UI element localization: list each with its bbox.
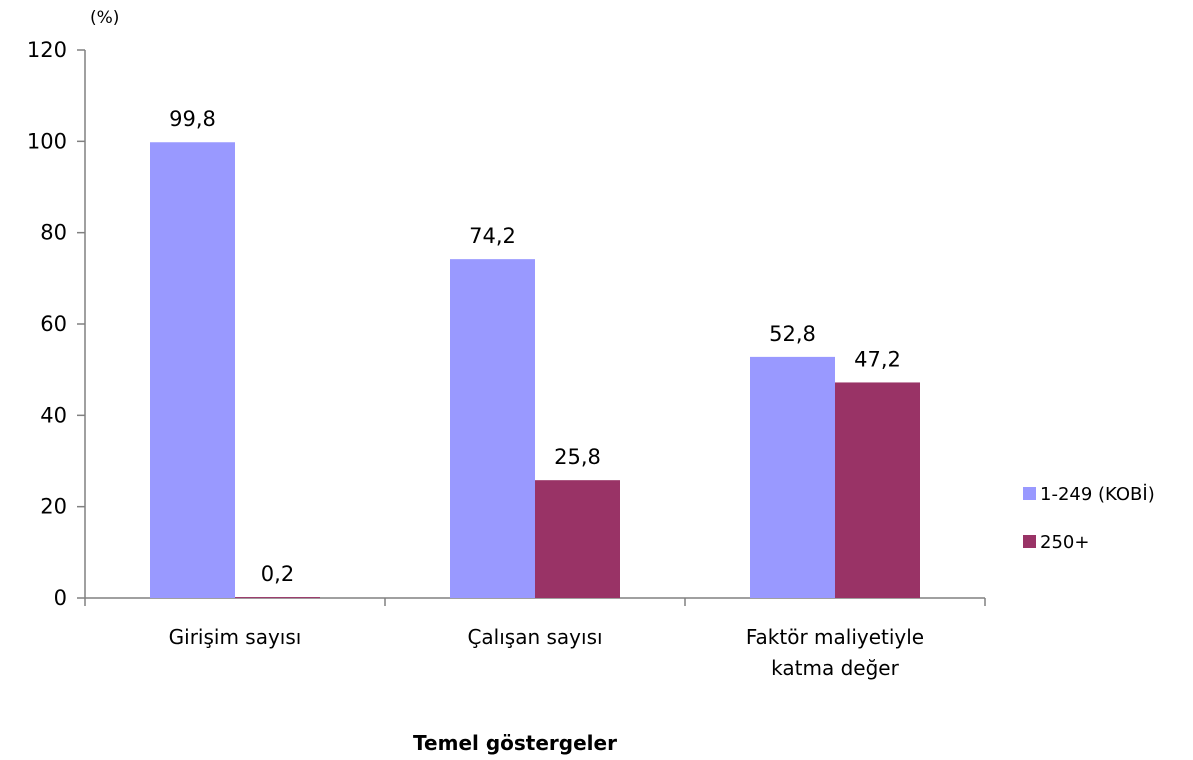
data-label: 74,2 (469, 224, 516, 248)
legend: 1-249 (KOBİ) 250+ (1023, 484, 1155, 553)
bar-kobi (750, 356, 835, 598)
legend-label: 1-249 (KOBİ) (1040, 484, 1155, 505)
data-labels: 99,8 74,2 52,8 0,2 25,8 47,2 (169, 107, 901, 586)
category-label: katma değer (771, 656, 899, 680)
data-label: 99,8 (169, 107, 216, 131)
y-axis: 0 20 40 60 80 100 120 (27, 38, 86, 610)
legend-swatch (1023, 487, 1036, 500)
data-label: 25,8 (554, 445, 601, 469)
data-label: 47,2 (854, 347, 901, 371)
category-label: Faktör maliyetiyle (746, 625, 924, 649)
y-tick-label: 20 (40, 495, 67, 519)
x-axis (84, 597, 986, 606)
data-label: 52,8 (769, 322, 816, 346)
y-tick-label: 40 (40, 403, 67, 427)
bar-250plus (835, 382, 920, 598)
y-unit-label: (%) (90, 8, 119, 28)
y-tick-label: 80 (40, 221, 67, 245)
category-label: Girişim sayısı (169, 625, 302, 649)
bar-250plus (535, 480, 620, 598)
category-label: Çalışan sayısı (467, 625, 602, 649)
bar-kobi (150, 142, 235, 598)
category-labels: Girişim sayısı Çalışan sayısı Faktör maliy… (169, 625, 924, 680)
y-tick-label: 120 (27, 38, 67, 62)
bar-kobi (450, 259, 535, 598)
legend-label: 250+ (1040, 532, 1089, 553)
bar-250plus (235, 597, 320, 599)
legend-swatch (1023, 535, 1036, 548)
y-tick-label: 60 (40, 312, 67, 336)
y-tick-label: 100 (27, 129, 67, 153)
y-tick-label: 0 (54, 586, 67, 610)
data-label: 0,2 (261, 562, 294, 586)
x-axis-title: Temel göstergeler (413, 731, 617, 755)
bars (150, 142, 920, 599)
